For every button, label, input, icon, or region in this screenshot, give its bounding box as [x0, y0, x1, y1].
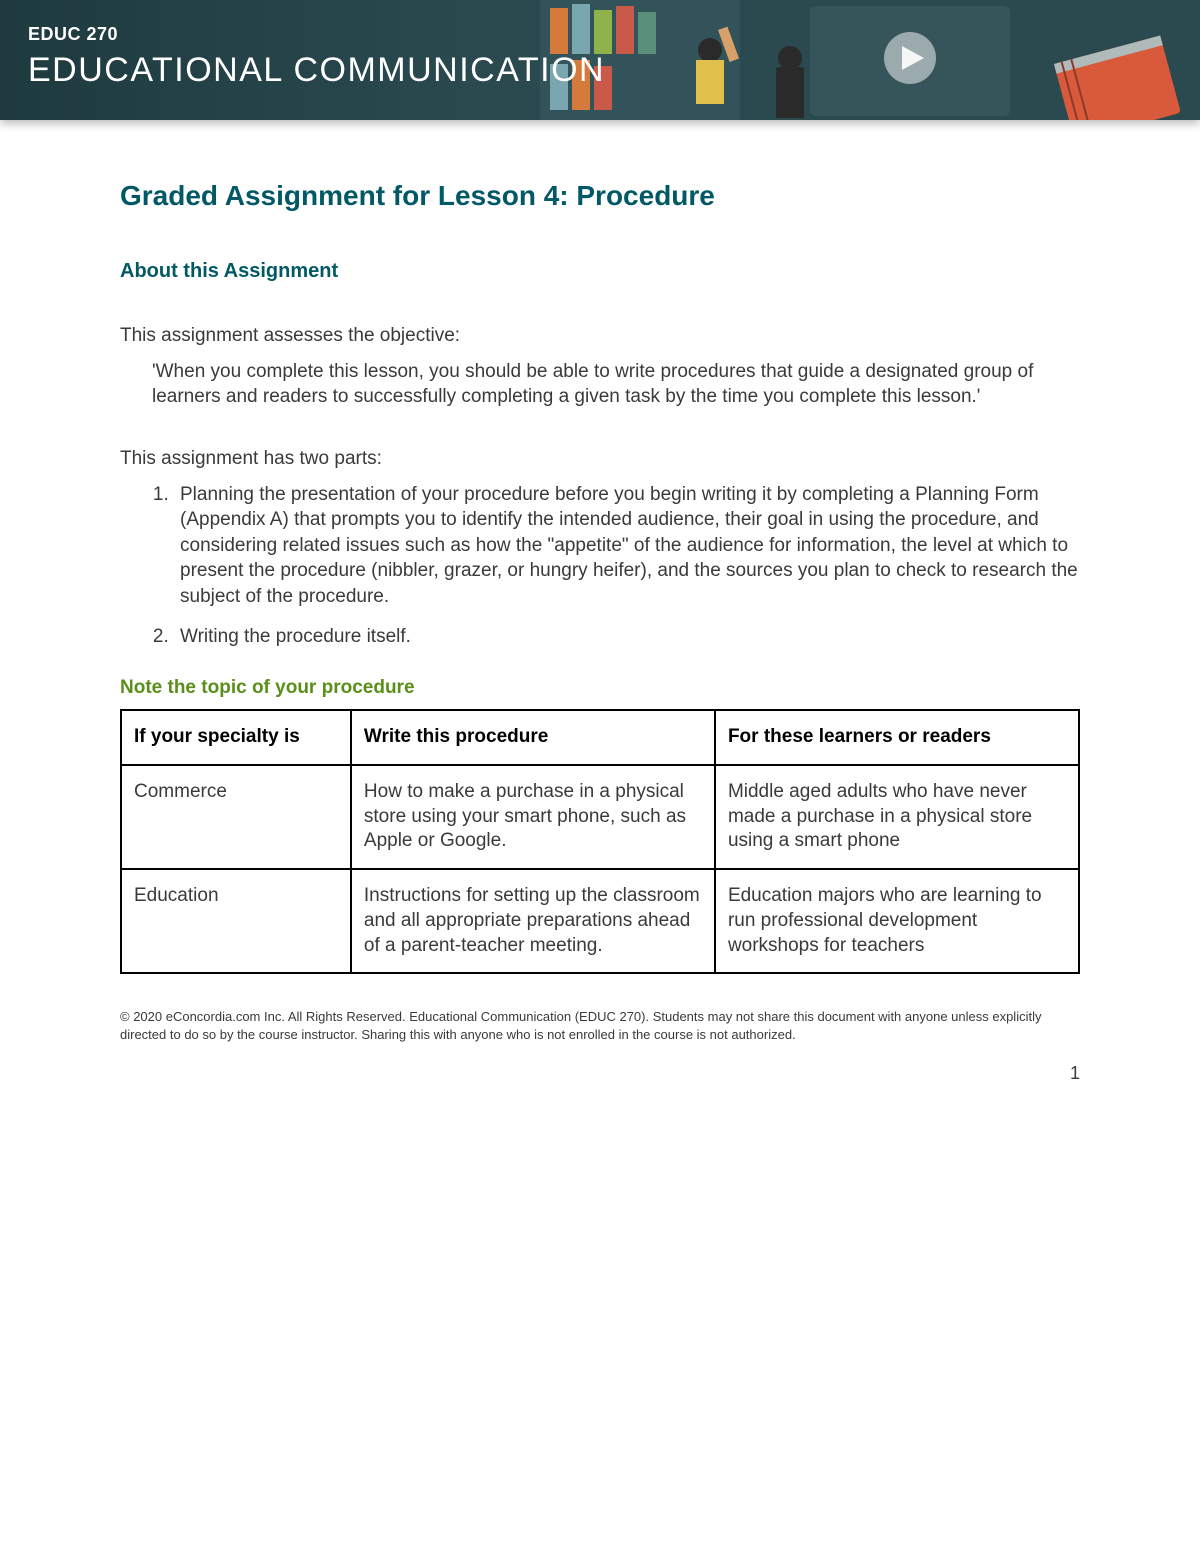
table-cell: Education [121, 869, 351, 973]
table-row: Commerce How to make a purchase in a phy… [121, 765, 1079, 869]
table-col-learners: For these learners or readers [715, 710, 1079, 765]
parts-intro: This assignment has two parts: [120, 446, 1080, 472]
table-cell: Commerce [121, 765, 351, 869]
objective-quote: 'When you complete this lesson, you shou… [152, 359, 1080, 410]
table-cell: Middle aged adults who have never made a… [715, 765, 1079, 869]
copyright-footer: © 2020 eConcordia.com Inc. All Rights Re… [120, 1008, 1080, 1043]
table-cell: Education majors who are learning to run… [715, 869, 1079, 973]
page-title: Graded Assignment for Lesson 4: Procedur… [120, 180, 1080, 212]
table-header-row: If your specialty is Write this procedur… [121, 710, 1079, 765]
table-row: Education Instructions for setting up th… [121, 869, 1079, 973]
course-header: EDUC 270 EDUCATIONAL COMMUNICATION [0, 0, 1200, 120]
intro-line: This assignment assesses the objective: [120, 323, 1080, 349]
table-col-specialty: If your specialty is [121, 710, 351, 765]
page-number: 1 [120, 1063, 1080, 1084]
table-col-procedure: Write this procedure [351, 710, 715, 765]
list-item: Writing the procedure itself. [174, 624, 1080, 650]
list-item: Planning the presentation of your proced… [174, 482, 1080, 610]
page-body: Graded Assignment for Lesson 4: Procedur… [0, 120, 1200, 1114]
table-cell: Instructions for setting up the classroo… [351, 869, 715, 973]
note-heading: Note the topic of your procedure [120, 677, 1080, 699]
procedure-table: If your specialty is Write this procedur… [120, 709, 1080, 974]
section-about-heading: About this Assignment [120, 260, 1080, 283]
table-cell: How to make a purchase in a physical sto… [351, 765, 715, 869]
course-code: EDUC 270 [28, 24, 1172, 45]
course-title: EDUCATIONAL COMMUNICATION [28, 51, 1172, 90]
parts-list: Planning the presentation of your proced… [174, 482, 1080, 650]
